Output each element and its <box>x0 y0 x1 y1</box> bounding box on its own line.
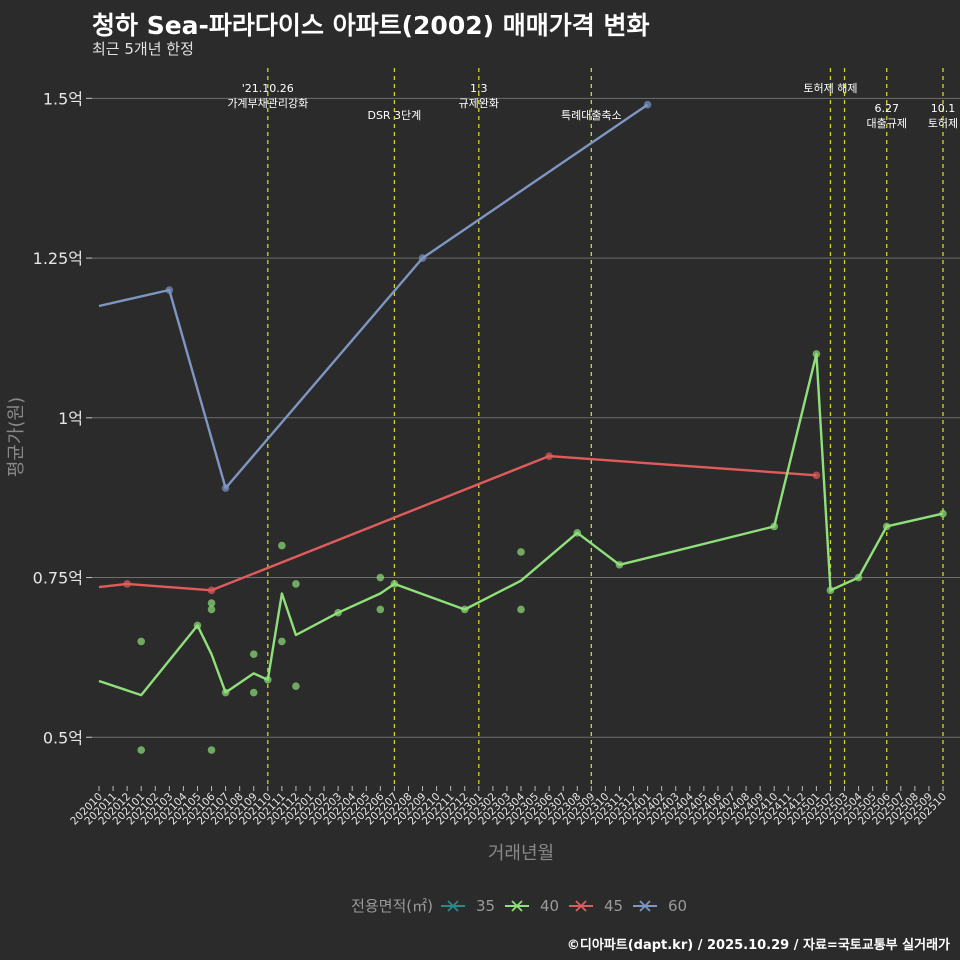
data-point <box>123 580 131 588</box>
data-point <box>221 484 230 492</box>
data-point <box>770 522 778 531</box>
data-point <box>376 573 385 582</box>
legend-label: 45 <box>604 897 623 915</box>
legend-item-60: 60 <box>633 897 687 915</box>
legend-title: 전용면적(㎡) <box>351 897 433 915</box>
legend-item-40: 40 <box>505 897 559 915</box>
data-point <box>812 350 821 358</box>
source-caption: ©디아파트(dapt.kr) / 2025.10.29 / 자료=국토교통부 실… <box>566 938 950 953</box>
data-point <box>292 580 300 588</box>
event-annotation-label: 특례대출축소 <box>561 109 622 122</box>
legend-key-marker <box>511 900 523 912</box>
legend: 전용면적(㎡) 35 40 45 60 <box>351 897 687 915</box>
data-point <box>826 586 835 595</box>
series-line-40 <box>98 352 944 697</box>
y-tick-label: 1.25억 <box>33 249 83 268</box>
legend-key-marker <box>639 900 651 912</box>
event-annotation-label: 10.1 <box>931 102 956 115</box>
legend-item-35: 35 <box>441 897 495 915</box>
y-axis-ticks: 0.5억 0.75억 1억 1.25억 1.5억 <box>33 89 92 747</box>
data-point <box>545 452 553 460</box>
data-point <box>882 522 891 531</box>
data-point <box>517 605 525 614</box>
series-45 <box>98 452 821 595</box>
data-point <box>165 286 174 294</box>
legend-label: 60 <box>668 897 687 915</box>
series-40 <box>98 350 947 754</box>
data-point <box>249 688 258 697</box>
legend-label: 35 <box>476 897 495 915</box>
data-point <box>460 605 469 614</box>
event-annotation-label: 토허제 <box>928 117 958 130</box>
series-group <box>98 100 947 754</box>
y-tick-label: 0.75억 <box>33 569 83 588</box>
data-point <box>573 529 582 537</box>
data-point <box>221 688 230 697</box>
data-point <box>939 509 947 518</box>
chart-title: 청하 Sea-파라다이스 아파트(2002) 매매가격 변화 <box>92 11 650 40</box>
data-point <box>207 746 216 754</box>
data-point <box>390 580 399 588</box>
y-axis-title: 평균가(원) <box>6 397 27 477</box>
data-point <box>207 586 216 595</box>
legend-key-marker <box>575 900 587 912</box>
event-annotation-label: 1.3 <box>470 82 488 95</box>
data-point <box>517 548 525 556</box>
data-point <box>137 637 145 646</box>
data-point <box>376 605 385 614</box>
event-annotation-label: 6.27 <box>874 102 899 115</box>
event-annotation-label: 대출규제 <box>866 117 906 130</box>
data-point <box>137 746 145 754</box>
data-point <box>643 100 652 109</box>
event-annotation-label: DSR 3단계 <box>367 109 421 122</box>
data-point <box>278 541 286 550</box>
data-point <box>418 254 427 262</box>
chart-subtitle: 최근 5개년 한정 <box>92 40 194 58</box>
x-axis-title: 거래년월 <box>488 843 554 864</box>
data-point <box>278 637 286 646</box>
legend-key-marker <box>447 900 459 912</box>
data-point <box>193 621 202 630</box>
data-point <box>207 605 216 614</box>
y-tick-label: 1억 <box>58 409 83 428</box>
event-annotation-label: 규제완화 <box>459 97 499 110</box>
legend-item-45: 45 <box>569 897 623 915</box>
data-point <box>292 682 300 690</box>
data-point <box>249 650 258 659</box>
y-tick-label: 0.5억 <box>43 728 83 747</box>
series-line-45 <box>98 454 817 592</box>
data-point <box>207 599 216 607</box>
event-annotation-label: '21.10.26 <box>242 82 294 95</box>
data-point <box>812 471 821 480</box>
data-point <box>334 608 342 617</box>
data-point <box>615 560 624 569</box>
data-point <box>854 573 863 582</box>
series-60 <box>98 100 652 492</box>
legend-label: 40 <box>540 897 559 915</box>
series-line-60 <box>98 103 649 490</box>
y-tick-label: 1.5억 <box>43 89 83 108</box>
event-annotation-label: 토허제 해제 <box>803 81 857 95</box>
data-point <box>264 675 272 684</box>
x-axis-ticks: 2020102020112020122021012021022021032021… <box>68 786 949 827</box>
event-lines <box>267 68 944 784</box>
event-annotation-label: 가계부채관리강화 <box>227 97 308 110</box>
grid-lines <box>86 97 960 738</box>
